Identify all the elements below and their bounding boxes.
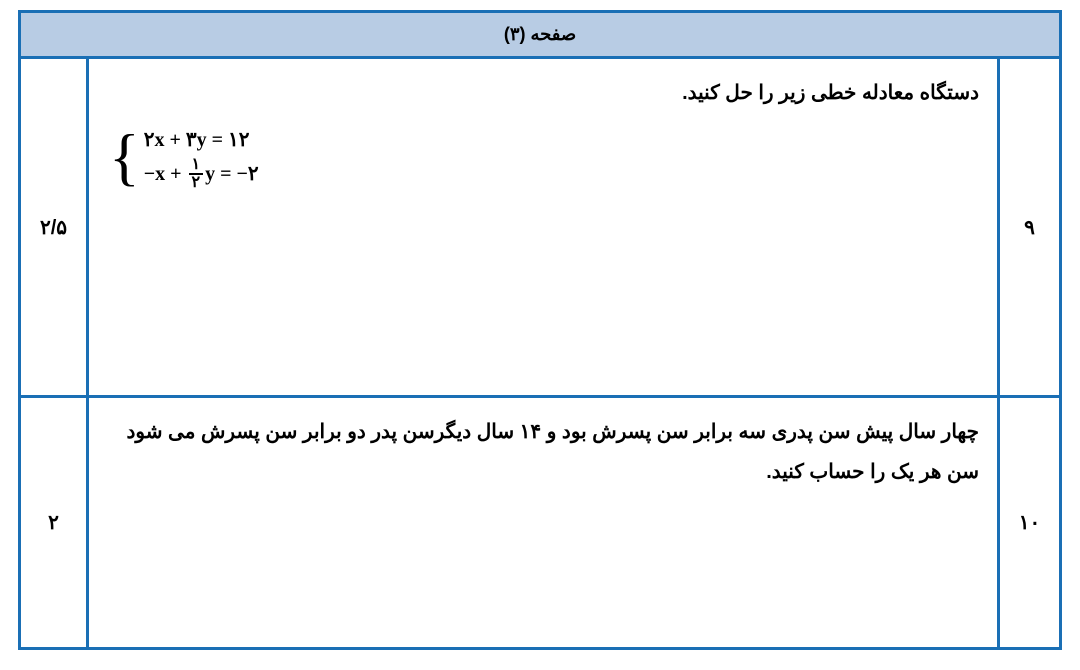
eq2-fraction: ۱ ۲ (189, 157, 204, 191)
eq2-eq: = (215, 154, 236, 194)
question-content: چهار سال پیش سن پدری سه برابر سن پسرش بو… (89, 398, 997, 647)
question-number-cell: ۹ (997, 59, 1059, 395)
question-row-10: ۱۰ چهار سال پیش سن پدری سه برابر سن پسرش… (21, 398, 1059, 647)
eq2-frac-num: ۱ (189, 157, 204, 175)
question-prompt: دستگاه معادله خطی زیر را حل کنید. (103, 73, 979, 113)
eq2-neg-x: −x (144, 154, 165, 194)
question-number: ۹ (1024, 215, 1035, 240)
question-score: ۲/۵ (40, 215, 67, 240)
eq2-frac-den: ۲ (189, 175, 204, 191)
question-score-cell: ۲/۵ (21, 59, 89, 395)
question-prompt-line2: سن هر یک را حساب کنید. (103, 452, 979, 492)
question-number-cell: ۱۰ (997, 398, 1059, 647)
equation-line-2: −x + ۱ ۲ y = −۲ (144, 160, 259, 188)
equation-line-1: ۲x + ۳y = ۱۲ (144, 126, 259, 154)
question-prompt-line1: چهار سال پیش سن پدری سه برابر سن پسرش بو… (103, 412, 979, 452)
question-row-9: ۹ دستگاه معادله خطی زیر را حل کنید. { ۲x… (21, 59, 1059, 398)
eq2-rhs: −۲ (237, 154, 259, 194)
question-content: دستگاه معادله خطی زیر را حل کنید. { ۲x +… (89, 59, 997, 395)
eq1-coef-b: ۳ (186, 120, 197, 160)
eq2-y: y (205, 154, 215, 194)
question-score: ۲ (48, 510, 59, 535)
equations: ۲x + ۳y = ۱۲ −x + ۱ ۲ y (144, 126, 259, 188)
page-header: صفحه (۳) (21, 13, 1059, 59)
eq2-plus: + (165, 154, 186, 194)
brace-icon: { (109, 125, 140, 189)
exam-table: صفحه (۳) ۹ دستگاه معادله خطی زیر را حل ک… (18, 10, 1062, 650)
equation-system: { ۲x + ۳y = ۱۲ −x + ۱ ۲ (103, 125, 979, 189)
page-title: صفحه (۳) (504, 24, 576, 45)
question-number: ۱۰ (1019, 510, 1040, 535)
question-score-cell: ۲ (21, 398, 89, 647)
